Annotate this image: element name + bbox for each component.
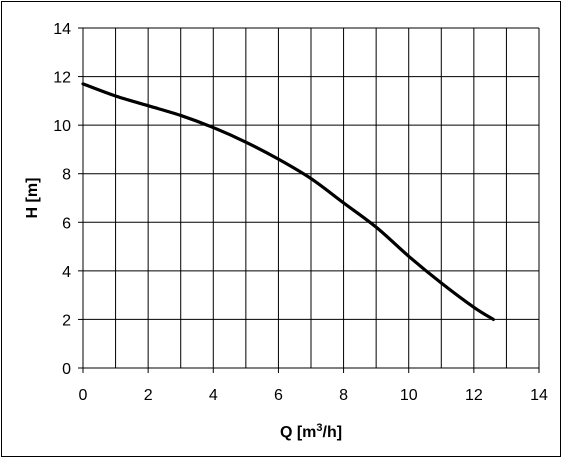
x-tick-label: 6	[274, 387, 283, 404]
y-axis-title: H [m]	[24, 178, 41, 219]
y-tick-label: 2	[62, 312, 71, 329]
series-group	[81, 82, 495, 322]
y-tick-label: 0	[62, 361, 71, 378]
x-tick-label: 8	[339, 387, 348, 404]
x-tick-label: 4	[209, 387, 218, 404]
x-tick-label: 0	[79, 387, 88, 404]
y-tick-labels: 0 2 4 6 8 10 12 14	[53, 21, 71, 378]
grid	[78, 27, 540, 373]
x-axis-title: Q [m3/h]	[280, 422, 342, 441]
y-tick-label: 8	[62, 167, 71, 184]
y-tick-label: 10	[53, 118, 71, 135]
x-tick-label: 14	[530, 387, 548, 404]
y-tick-label: 14	[53, 21, 71, 38]
y-tick-label: 12	[53, 70, 71, 87]
y-tick-label: 6	[62, 215, 71, 232]
x-tick-label: 10	[400, 387, 418, 404]
y-tick-label: 4	[62, 264, 71, 281]
pump-curve-line	[81, 82, 495, 322]
x-tick-label: 2	[144, 387, 153, 404]
x-tick-labels: 0 2 4 6 8 10 12 14	[79, 387, 548, 404]
x-tick-label: 12	[465, 387, 483, 404]
